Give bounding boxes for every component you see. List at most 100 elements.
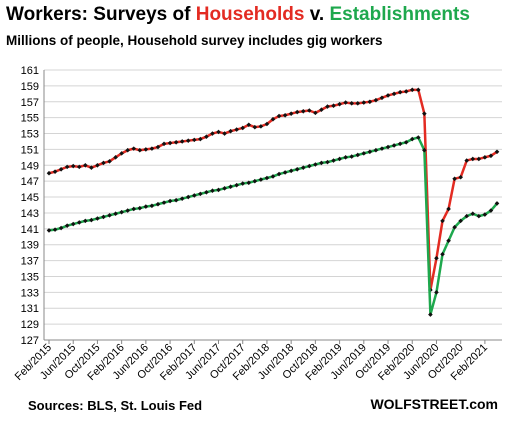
establishments-data-point	[70, 221, 76, 227]
households-data-point	[125, 147, 131, 153]
y-tick-label-141: 141	[21, 224, 39, 236]
households-data-point	[264, 121, 270, 127]
households-data-point	[355, 101, 361, 106]
y-tick-label-157: 157	[21, 97, 39, 109]
x-axis-tick-labels: Feb/2015Jun/2015Oct/2015Feb/2016Jun/2016…	[13, 342, 490, 383]
households-data-point	[300, 108, 306, 114]
establishments-data-point	[234, 182, 239, 188]
households-data-point	[391, 91, 397, 97]
establishments-series-line	[48, 136, 498, 316]
households-data-point	[46, 170, 52, 176]
establishments-data-point	[422, 147, 427, 153]
households-data-point	[325, 104, 330, 109]
households-data-point	[494, 149, 500, 155]
establishments-data-point	[264, 175, 270, 181]
households-data-point	[488, 153, 494, 159]
establishments-data-point	[113, 211, 118, 217]
households-data-point	[337, 101, 342, 107]
y-tick-label-129: 129	[21, 319, 39, 331]
establishments-data-point	[409, 136, 415, 142]
title-part-establishments: Establishments	[329, 4, 470, 25]
establishments-data-point	[488, 208, 494, 213]
households-data-point	[167, 140, 173, 146]
establishments-data-point	[137, 205, 143, 211]
establishments-data-point	[119, 209, 124, 215]
households-data-point	[294, 109, 300, 115]
households-data-point	[470, 156, 476, 162]
households-data-point	[240, 125, 246, 131]
establishments-data-point	[282, 170, 288, 175]
establishments-data-point	[482, 212, 488, 217]
establishments-data-point	[379, 146, 385, 151]
establishments-data-point	[385, 144, 391, 150]
y-axis-tick-labels: 127 129 131 133 135 137 139 141 143 145 147 149 151 1…	[21, 65, 39, 347]
y-tick-label-143: 143	[21, 208, 39, 220]
households-data-point	[415, 87, 421, 93]
y-tick-label-131: 131	[21, 303, 39, 315]
households-data-point	[83, 162, 88, 168]
establishments-data-point	[470, 211, 476, 217]
households-data-point	[476, 156, 482, 162]
establishments-data-point	[83, 218, 88, 224]
households-data-point	[313, 110, 318, 116]
households-data-point	[198, 136, 203, 142]
chart-subtitle: Millions of people, Household survey inc…	[6, 33, 383, 48]
households-data-point	[95, 162, 100, 168]
households-data-point	[173, 139, 179, 145]
establishments-data-point	[161, 200, 167, 205]
establishments-data-point	[131, 206, 137, 212]
establishments-data-point	[125, 208, 131, 213]
establishments-data-point	[355, 152, 361, 158]
households-data-point	[319, 107, 324, 113]
households-data-point	[464, 158, 470, 163]
y-tick-label-161: 161	[21, 65, 39, 77]
households-data-point	[185, 138, 191, 143]
establishments-data-point	[258, 177, 264, 182]
households-data-point	[349, 101, 355, 106]
establishments-data-point	[464, 213, 470, 219]
establishments-data-point	[191, 193, 197, 198]
establishments-data-point	[143, 204, 149, 209]
households-data-point	[440, 218, 445, 224]
establishments-data-point	[185, 194, 191, 200]
y-tick-label-153: 153	[21, 129, 39, 141]
households-data-point	[452, 176, 457, 182]
households-data-point	[58, 166, 64, 172]
establishments-data-point	[149, 203, 155, 209]
households-data-point	[161, 141, 167, 147]
title-part-households: Households	[195, 4, 305, 25]
establishments-data-point	[276, 171, 282, 177]
establishments-data-point	[216, 187, 221, 193]
title-part-workers: Workers: Surveys of	[6, 4, 196, 25]
households-data-point	[367, 99, 373, 105]
households-data-point	[89, 165, 94, 170]
establishments-data-point	[428, 312, 433, 317]
households-data-point	[70, 163, 76, 169]
y-tick-label-147: 147	[21, 176, 39, 188]
households-data-point	[373, 97, 379, 103]
establishments-data-point	[240, 181, 246, 186]
households-data-point	[52, 169, 58, 174]
establishments-data-point	[107, 213, 112, 218]
establishments-data-point	[76, 220, 82, 225]
establishments-data-point	[294, 166, 300, 172]
households-data-point	[397, 89, 403, 95]
y-tick-label-159: 159	[21, 81, 39, 93]
establishments-data-point	[95, 216, 100, 221]
households-data-point	[409, 87, 415, 93]
households-data-point	[307, 108, 312, 113]
sources-note: Sources: BLS, St. Louis Fed	[28, 398, 203, 413]
households-data-point	[210, 131, 215, 136]
households-data-point	[258, 124, 264, 129]
households-data-point	[179, 139, 185, 144]
y-tick-label-155: 155	[21, 113, 39, 125]
households-data-point	[343, 100, 348, 105]
households-data-point	[270, 116, 276, 122]
establishments-data-point	[476, 213, 482, 219]
households-data-point	[446, 206, 451, 212]
establishments-data-point	[52, 227, 58, 232]
households-data-point	[276, 113, 282, 119]
establishments-data-point	[452, 224, 457, 230]
watermark: WOLFSTREET.com	[370, 396, 498, 412]
establishments-data-point	[313, 162, 318, 167]
